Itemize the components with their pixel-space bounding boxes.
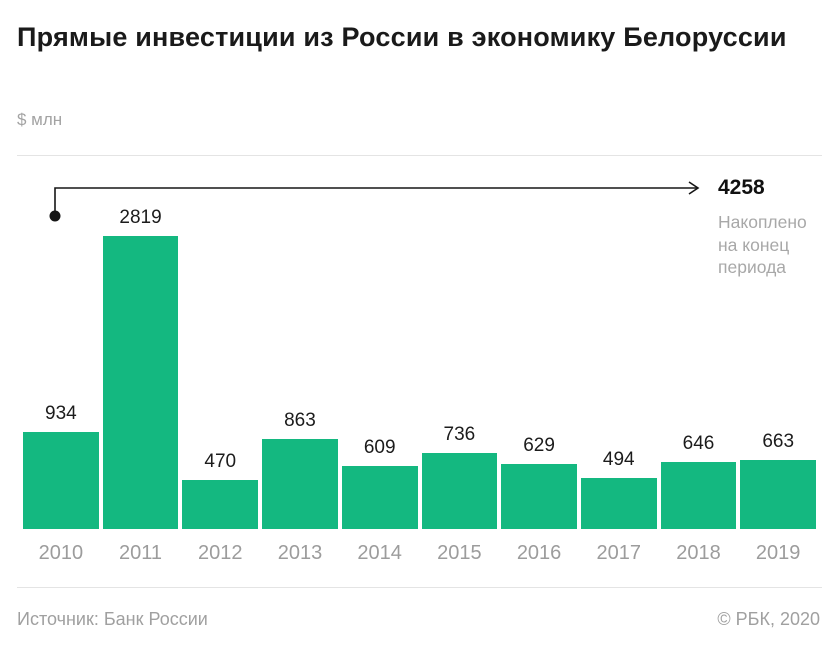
bar-slot-2011: 2819 bbox=[101, 207, 181, 529]
value-label-2019: 663 bbox=[762, 431, 795, 453]
bar-2012 bbox=[182, 480, 259, 529]
bar-2011 bbox=[102, 236, 179, 529]
bar-2018 bbox=[660, 461, 737, 529]
source-label: Источник: Банк России bbox=[17, 609, 208, 629]
bar-slot-2010: 934 bbox=[21, 236, 101, 529]
accumulated-annotation: 4258 Накоплено на конец периода bbox=[718, 176, 828, 279]
bar-slot-2012: 470 bbox=[180, 236, 260, 529]
value-label-2014: 609 bbox=[363, 436, 396, 458]
accumulated-caption: Накоплено на конец периода bbox=[718, 212, 807, 277]
value-label-2010: 934 bbox=[45, 402, 77, 424]
x-tick-2018: 2018 bbox=[676, 542, 721, 564]
x-tick-2014: 2014 bbox=[357, 542, 402, 564]
x-tick-2010: 2010 bbox=[38, 542, 84, 564]
top-divider bbox=[17, 155, 822, 156]
bar-2016 bbox=[501, 463, 577, 529]
bar-slot-2016: 629 bbox=[499, 236, 579, 529]
bar-slot-2017: 494 bbox=[579, 236, 659, 529]
value-label-2012: 470 bbox=[204, 451, 237, 473]
bar-2017 bbox=[580, 477, 657, 529]
value-label-2015: 736 bbox=[443, 423, 476, 445]
value-label-2017: 494 bbox=[602, 448, 635, 470]
x-tick-2016: 2016 bbox=[516, 542, 562, 564]
page-title: Прямые инвестиции из России в экономику … bbox=[17, 22, 787, 52]
bar-2013 bbox=[262, 439, 338, 529]
bottom-divider bbox=[17, 587, 822, 588]
value-label-2013: 863 bbox=[284, 410, 316, 432]
bar-2015 bbox=[421, 452, 498, 529]
bars-row: 934 2819 470 863 609 736 629 494 646 663 bbox=[21, 207, 818, 529]
units-label: $ млн bbox=[17, 110, 63, 129]
bar-slot-2019: 663 bbox=[738, 236, 818, 529]
x-tick-2019: 2019 bbox=[755, 542, 801, 564]
accumulated-total: 4258 bbox=[718, 176, 765, 199]
bar-slot-2014: 609 bbox=[340, 236, 420, 529]
value-label-2016: 629 bbox=[523, 434, 555, 456]
x-tick-2012: 2012 bbox=[198, 542, 243, 564]
copyright-label: © РБК, 2020 bbox=[717, 609, 820, 629]
bar-slot-2013: 863 bbox=[260, 236, 340, 529]
x-tick-2015: 2015 bbox=[437, 542, 482, 564]
x-tick-2017: 2017 bbox=[596, 542, 642, 564]
x-axis-row: 2010 2011 2012 2013 2014 2015 2016 2017 2018 2019 bbox=[21, 542, 818, 565]
bar-slot-2018: 646 bbox=[659, 236, 739, 529]
x-tick-2013: 2013 bbox=[277, 542, 323, 564]
bar-slot-2015: 736 bbox=[420, 236, 500, 529]
x-tick-2011: 2011 bbox=[119, 542, 163, 564]
bar-2014 bbox=[341, 465, 418, 529]
bar-2010 bbox=[23, 431, 99, 529]
value-label-2011: 2819 bbox=[119, 207, 162, 228]
value-label-2018: 646 bbox=[682, 432, 715, 454]
bar-2019 bbox=[740, 460, 817, 529]
